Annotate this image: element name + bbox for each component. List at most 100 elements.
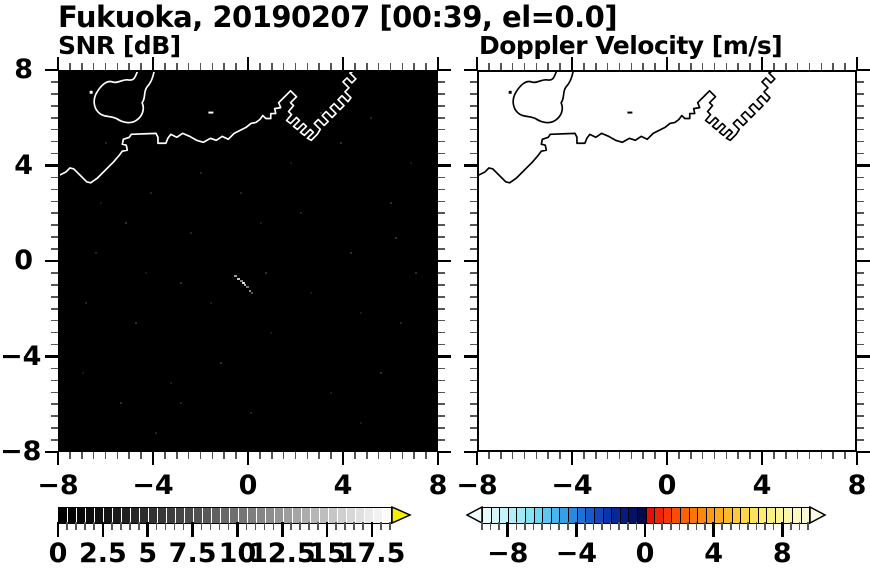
colorbar-tick: [558, 522, 560, 530]
colorbar-block: [293, 508, 301, 523]
noise-speckle: [300, 212, 302, 214]
y-axis-tick: [51, 391, 58, 394]
y-axis-tick: [51, 284, 58, 286]
y-axis-tick: [438, 188, 445, 191]
x-axis-tick: [69, 452, 71, 459]
coastline-small-marks: [508, 90, 633, 114]
y-axis-tick: [470, 188, 477, 191]
x-axis-tick: [365, 452, 368, 459]
colorbar-block: [801, 508, 810, 523]
colorbar-tick: [56, 522, 60, 537]
x-axis-tick: [737, 452, 740, 459]
colorbar-tick-label: −4: [555, 538, 598, 569]
y-axis-tick: [857, 319, 864, 322]
x-axis-tick: [665, 452, 669, 465]
x-axis-tick: [151, 452, 155, 465]
coastline-main-path: [60, 72, 357, 184]
colorbar-tick: [678, 522, 681, 530]
noise-speckle: [145, 272, 147, 274]
y-axis-tick: [470, 307, 477, 310]
x-axis-tick: [713, 452, 716, 459]
y-axis-tick: [857, 259, 870, 263]
noise-speckle: [82, 372, 84, 374]
colorbar-block: [194, 508, 202, 523]
x-axis-tick: [784, 63, 787, 70]
x-axis-tick: [583, 63, 585, 70]
velocity-colorbar-under-arrow-icon: [465, 506, 483, 524]
y-axis-tick: [51, 415, 58, 417]
x-axis-tick: [808, 452, 811, 459]
colorbar-block: [569, 508, 577, 523]
noise-speckle: [150, 192, 152, 194]
colorbar-tick: [317, 522, 319, 530]
x-axis-tick: [128, 63, 131, 70]
x-axis-tick: [211, 63, 214, 70]
colorbar-tick: [263, 522, 266, 530]
colorbar-tick: [738, 522, 741, 530]
x-axis-tick: [330, 452, 332, 459]
x-axis-tick: [475, 57, 479, 70]
colorbar-tick: [712, 522, 715, 537]
x-axis-tick: [689, 63, 692, 70]
noise-speckle: [330, 392, 332, 394]
x-axis-tick: [175, 452, 178, 459]
x-axis-tick: [354, 63, 356, 70]
y-axis-tick: [857, 176, 864, 179]
y-axis-tick: [470, 116, 477, 119]
y-axis-tick: [438, 93, 445, 95]
y-axis-tick: [45, 68, 58, 72]
x-axis-tick: [104, 63, 107, 70]
colorbar-tick: [93, 522, 95, 530]
y-axis-tick: [857, 81, 864, 83]
y-axis-tick: [51, 188, 58, 191]
y-axis-tick: [857, 296, 864, 298]
noise-speckle: [320, 112, 322, 114]
x-axis-tick: [701, 452, 704, 459]
colorbar-tick: [344, 522, 346, 530]
colorbar-tick-label: 0: [635, 538, 655, 569]
y-axis-tick: [45, 259, 58, 263]
x-axis-tick: [630, 63, 633, 70]
x-axis-tick: [665, 57, 669, 70]
colorbar-tick-label: −8: [487, 538, 529, 569]
y-axis-tick: [438, 343, 445, 346]
colorbar-tick: [353, 522, 355, 530]
colorbar-block: [646, 508, 655, 523]
colorbar-block: [221, 508, 229, 523]
y-axis-tick: [438, 439, 445, 441]
colorbar-block: [257, 508, 265, 523]
noise-speckle: [170, 382, 172, 384]
colorbar-block: [230, 508, 238, 523]
x-axis-tick: [92, 63, 95, 70]
x-axis-tick: [199, 63, 202, 70]
y-axis-tick: [51, 307, 58, 310]
x-axis-tick: [401, 63, 404, 70]
y-axis-tick: [51, 296, 58, 298]
velocity-panel: [477, 70, 857, 452]
snr-panel: [58, 70, 438, 452]
x-axis-tick: [499, 452, 502, 459]
noise-speckle: [100, 202, 102, 204]
noise-speckle: [180, 402, 182, 404]
x-axis-tick: [535, 452, 538, 459]
colorbar-block: [543, 508, 551, 523]
x-axis-tick: [784, 452, 787, 459]
y-axis-tick: [438, 259, 451, 263]
y-axis-tick: [857, 105, 864, 107]
x-axis-tick: [796, 452, 799, 459]
echo-streak-pixel: [244, 284, 246, 286]
x-axis-tick: [773, 452, 775, 459]
colorbar-tick: [798, 522, 801, 530]
x-axis-tick: [832, 63, 835, 70]
x-axis-tick: [547, 63, 550, 70]
colorbar-tick: [498, 522, 500, 530]
y-axis-tick: [438, 379, 445, 382]
x-axis-tick: [318, 452, 321, 459]
x-axis-tick: [354, 452, 356, 459]
y-axis-tick: [51, 379, 58, 382]
noise-speckle: [120, 402, 122, 404]
y-axis-tick: [438, 200, 445, 203]
colorbar-block: [131, 508, 139, 523]
y-axis-tick: [438, 81, 445, 83]
y-axis-tick: [438, 331, 445, 334]
